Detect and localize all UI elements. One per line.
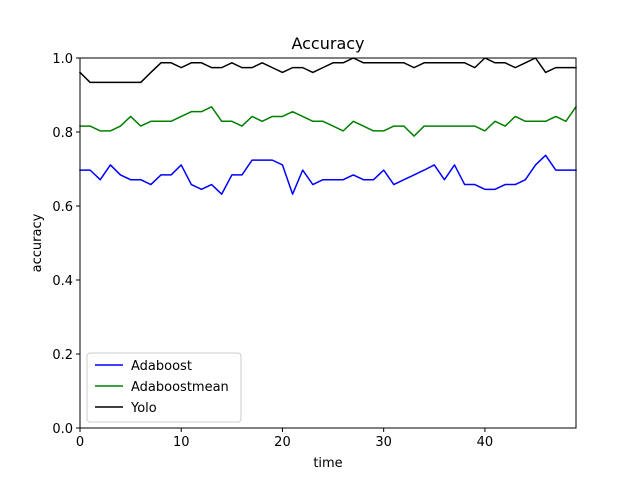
legend-label-adaboost: Adaboost — [131, 359, 192, 374]
legend-box — [86, 352, 242, 423]
legend-label-yolo: Yolo — [130, 401, 157, 416]
legend-label-adaboostmean: Adaboostmean — [131, 380, 229, 395]
legend: Adaboost Adaboostmean Yolo — [86, 352, 242, 423]
x-tick-label: 20 — [274, 435, 291, 450]
y-tick-label: 0.6 — [52, 200, 73, 215]
x-axis-label: time — [313, 456, 342, 471]
x-tick-label: 40 — [477, 435, 494, 450]
axes-frame — [79, 57, 577, 429]
series-line-adaboostmean — [79, 105, 578, 137]
series-layer — [78, 57, 578, 195]
y-tick-label: 0.0 — [52, 422, 73, 437]
x-tick-label: 30 — [375, 435, 392, 450]
y-tick-label: 0.8 — [52, 126, 73, 141]
y-axis: 0.0 0.2 0.4 0.6 0.8 1.0 — [52, 52, 80, 437]
chart-title: Accuracy — [291, 34, 364, 53]
series-line-adaboost — [79, 154, 577, 195]
x-axis: 0 10 20 30 40 — [76, 428, 493, 450]
y-tick-label: 0.2 — [52, 348, 73, 363]
y-axis-label: accuracy — [30, 213, 45, 272]
y-tick-label: 1.0 — [52, 52, 73, 67]
y-tick-label: 0.4 — [52, 274, 73, 289]
x-tick-label: 0 — [76, 435, 84, 450]
x-tick-label: 10 — [173, 435, 190, 450]
series-line-yolo — [78, 57, 577, 84]
